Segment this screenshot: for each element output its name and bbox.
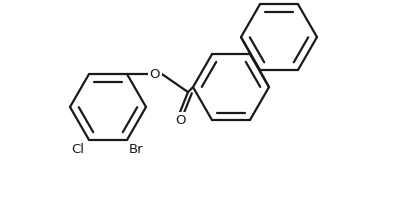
Text: O: O	[175, 114, 185, 127]
Text: Br: Br	[129, 143, 144, 156]
Text: Cl: Cl	[71, 143, 84, 156]
Text: O: O	[150, 68, 160, 81]
